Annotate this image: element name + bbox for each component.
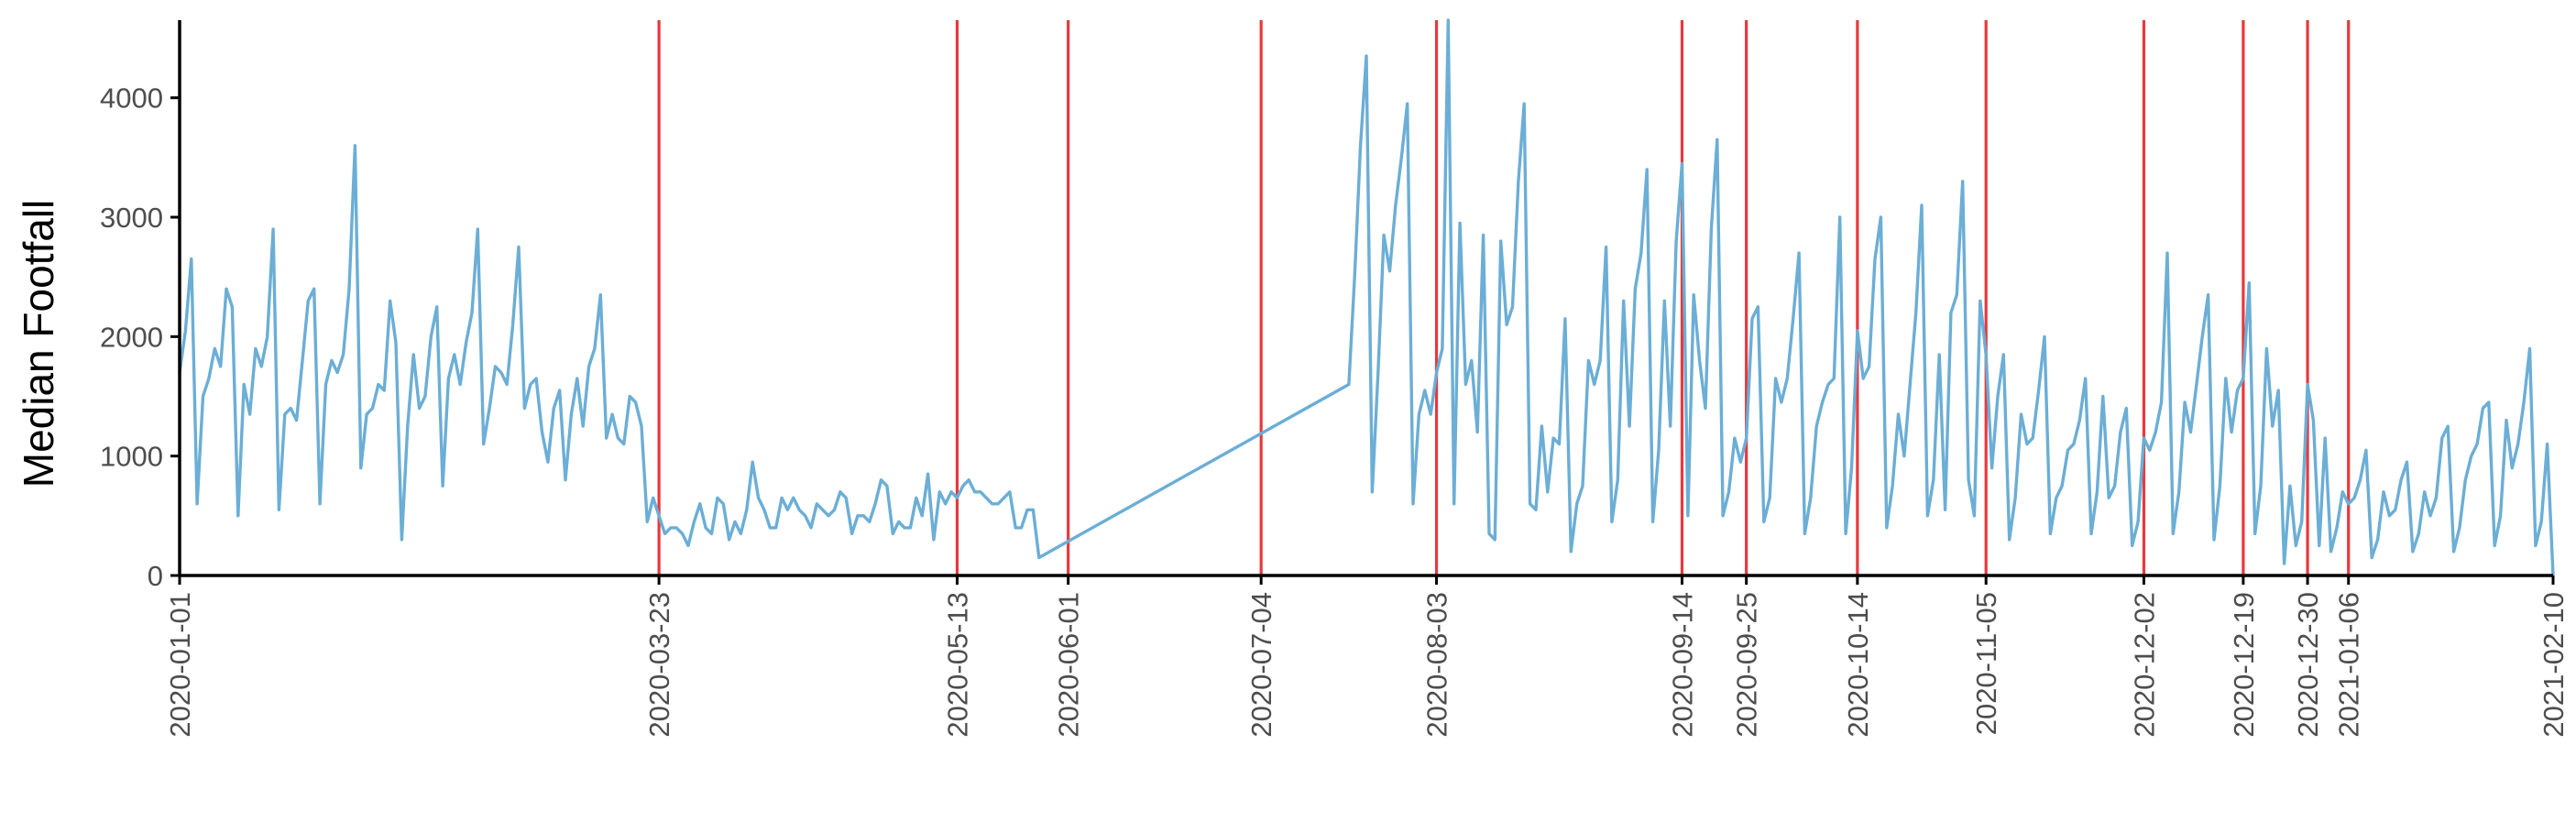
x-tick-label: 2020-07-04 bbox=[1245, 592, 1277, 738]
x-tick-label: 2020-06-01 bbox=[1053, 592, 1085, 738]
x-tick-label: 2020-12-19 bbox=[2228, 592, 2260, 738]
y-tick-label: 3000 bbox=[100, 202, 163, 234]
median-footfall-series-line bbox=[178, 18, 2555, 576]
x-tick-label: 2021-02-10 bbox=[2538, 592, 2570, 738]
x-tick-label: 2020-09-25 bbox=[1731, 592, 1763, 738]
x-tick-label: 2020-12-02 bbox=[2128, 592, 2160, 738]
x-tick-label: 2020-05-13 bbox=[941, 592, 973, 738]
y-tick-label: 0 bbox=[148, 560, 163, 592]
y-tick-label: 1000 bbox=[100, 441, 163, 473]
x-tick-label: 2020-01-01 bbox=[164, 592, 196, 738]
x-axis-ticks: 2020-01-01 2020-03-23 2020-05-13 2020-06-01… bbox=[164, 575, 2570, 738]
x-tick-label: 2020-03-23 bbox=[643, 592, 675, 738]
event-lines bbox=[657, 20, 2351, 575]
y-tick-label: 2000 bbox=[100, 321, 163, 353]
x-tick-label: 2020-09-14 bbox=[1666, 592, 1698, 738]
y-axis-title: Median Footfall bbox=[15, 200, 62, 488]
x-tick-label: 2020-08-03 bbox=[1421, 592, 1453, 738]
x-tick-label: 2020-12-30 bbox=[2292, 592, 2324, 738]
x-tick-label: 2020-10-14 bbox=[1842, 592, 1874, 738]
x-tick-label: 2021-01-06 bbox=[2333, 592, 2365, 738]
x-tick-label: 2020-11-05 bbox=[1970, 592, 2002, 735]
y-tick-label: 4000 bbox=[100, 82, 163, 115]
y-axis-ticks: 0 1000 2000 3000 4000 bbox=[100, 82, 180, 592]
